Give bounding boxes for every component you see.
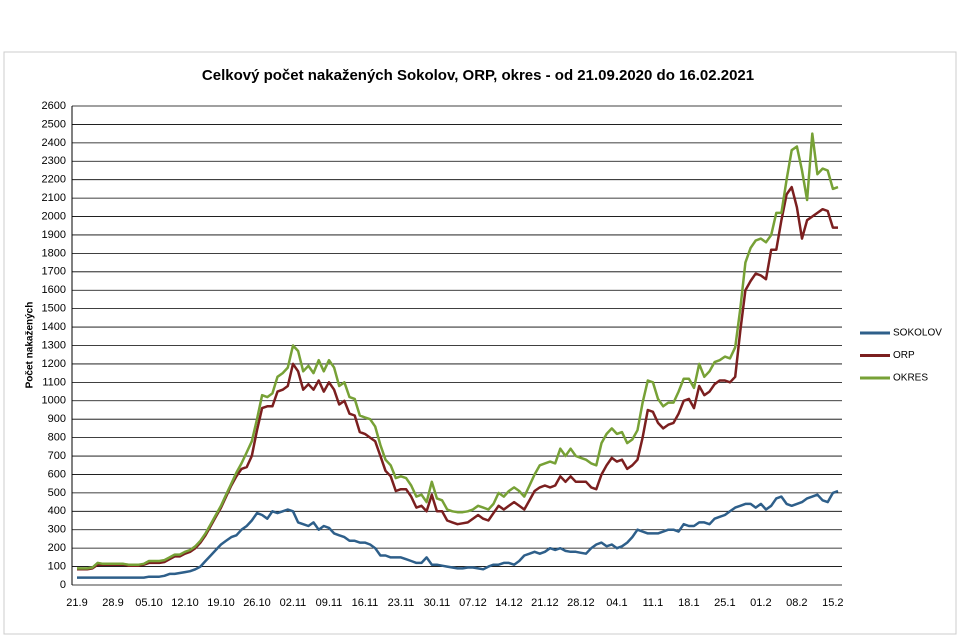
series-line (77, 489, 839, 579)
x-tick-label: 04.1 (606, 597, 627, 609)
y-axis-label: Počet nakažených (25, 302, 36, 389)
x-tick-label: 25.1 (714, 597, 735, 609)
legend-label: OKRES (893, 373, 928, 384)
y-tick-label: 2400 (42, 137, 66, 149)
y-tick-label: 1400 (42, 321, 66, 333)
legend-label: SOKOLOV (893, 328, 942, 339)
y-tick-label: 2600 (42, 100, 66, 112)
x-tick-label: 23.11 (388, 597, 415, 609)
y-tick-label: 1200 (42, 358, 66, 370)
y-tick-label: 0 (60, 579, 66, 591)
y-tick-label: 1000 (42, 395, 66, 407)
y-tick-label: 700 (48, 450, 66, 462)
frame (3, 51, 957, 635)
y-tick-label: 800 (48, 432, 66, 444)
x-tick-label: 19.10 (207, 597, 235, 609)
y-tick-label: 2500 (42, 118, 66, 130)
y-tick-label: 100 (48, 560, 66, 572)
y-tick-label: 400 (48, 505, 66, 517)
x-tick-label: 28.9 (102, 597, 123, 609)
x-tick-label: 15.2 (822, 597, 843, 609)
y-tick-label: 2100 (42, 192, 66, 204)
y-tick-label: 1800 (42, 247, 66, 259)
x-tick-label: 09.11 (316, 597, 343, 609)
x-tick-label: 14.12 (495, 597, 523, 609)
x-tick-label: 08.2 (786, 597, 807, 609)
x-tick-label: 21.9 (66, 597, 87, 609)
x-tick-label: 26.10 (243, 597, 271, 609)
x-tick-label: 02.11 (280, 597, 307, 609)
y-tick-label: 1500 (42, 303, 66, 315)
y-tick-label: 900 (48, 413, 66, 425)
y-tick-label: 1900 (42, 229, 66, 241)
x-tick-label: 01.2 (750, 597, 771, 609)
x-tick-label: 11.1 (643, 597, 664, 609)
x-tick-label: 16.11 (352, 597, 379, 609)
y-tick-label: 300 (48, 524, 66, 536)
x-tick-label: 12.10 (171, 597, 199, 609)
x-tick-label: 30.11 (424, 597, 451, 609)
x-tick-label: 05.10 (135, 597, 163, 609)
x-tick-label: 21.12 (531, 597, 559, 609)
x-tick-label: 07.12 (459, 597, 487, 609)
series-line (77, 132, 839, 570)
y-tick-label: 500 (48, 487, 66, 499)
x-tick-label: 18.1 (678, 597, 699, 609)
y-tick-label: 2200 (42, 174, 66, 186)
y-tick-label: 2000 (42, 210, 66, 222)
y-tick-label: 1100 (42, 376, 66, 388)
y-tick-label: 1700 (42, 266, 66, 278)
x-tick-label: 28.12 (567, 597, 595, 609)
y-tick-label: 1300 (42, 339, 66, 351)
y-tick-label: 600 (48, 468, 66, 480)
chart-title: Celkový počet nakažených Sokolov, ORP, o… (202, 67, 754, 84)
y-tick-label: 2300 (42, 155, 66, 167)
y-tick-label: 200 (48, 542, 66, 554)
y-tick-label: 1600 (42, 284, 66, 296)
legend-label: ORP (893, 350, 915, 361)
